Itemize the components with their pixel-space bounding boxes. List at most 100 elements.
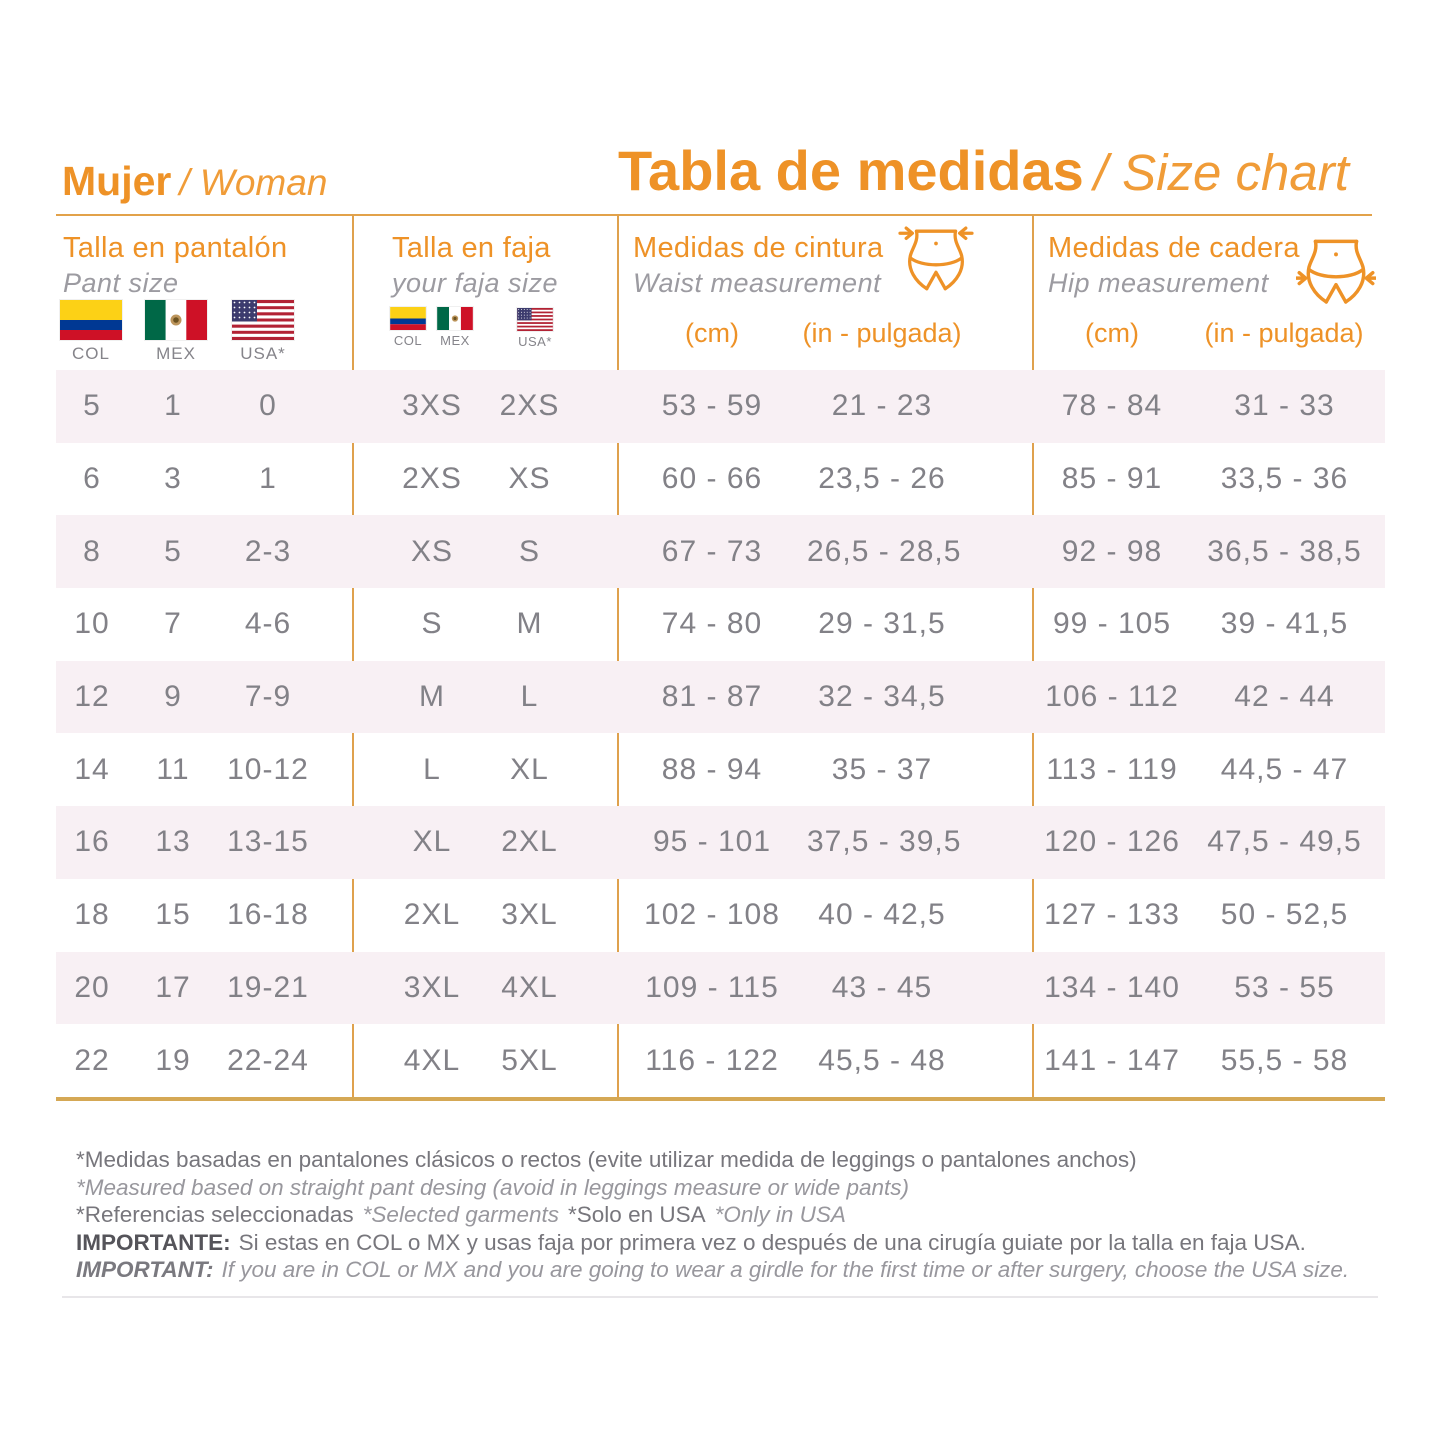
column-divider-3: [1032, 214, 1034, 1101]
pant-col-value: 16: [74, 825, 110, 859]
pant-usa-value: 10-12: [227, 752, 309, 786]
footnote-references-es: *Referencias seleccionadas: [76, 1202, 354, 1227]
table-row: 6 3 1 2XS XS 60 - 66 23,5 - 26 85 - 91 3…: [56, 443, 1385, 516]
waist-unit-cm: (cm): [685, 318, 739, 348]
pant-col-value: 8: [83, 534, 101, 568]
waist-cm-value: 109 - 115: [645, 970, 779, 1004]
hip-cm-value: 134 - 140: [1044, 970, 1180, 1004]
mexico-flag-icon: MEX: [145, 300, 207, 364]
waist-in-value: 45,5 - 48: [818, 1043, 946, 1077]
footnote-usa-only-es: *Solo en USA: [568, 1202, 706, 1227]
hip-cm-value: 85 - 91: [1061, 462, 1163, 496]
pant-size-title-es: Talla en pantalón: [63, 232, 288, 264]
hip-cm-value: 78 - 84: [1061, 389, 1163, 423]
pant-usa-value: 22-24: [227, 1043, 309, 1077]
flag-label: COL: [393, 333, 423, 348]
table-rows: 5 1 0 3XS 2XS 53 - 59 21 - 23 78 - 84 31…: [56, 370, 1385, 1097]
footnote-usa-only-en: *Only in USA: [714, 1202, 846, 1227]
title-woman: / Woman: [179, 162, 328, 203]
waist-in-value: 26,5 - 28,5: [807, 534, 962, 568]
footnote-measures-en: *Measured based on straight pant desing …: [76, 1174, 909, 1200]
faja-usa-value: 5XL: [501, 1043, 558, 1077]
table-row: 22 19 22-24 4XL 5XL 116 - 122 45,5 - 48 …: [56, 1024, 1385, 1097]
important-label-en: IMPORTANT:: [76, 1257, 214, 1282]
title-mujer: Mujer: [62, 158, 172, 204]
faja-colmex-value: 2XS: [402, 462, 462, 496]
table-row: 14 11 10-12 L XL 88 - 94 35 - 37 113 - 1…: [56, 733, 1385, 806]
faja-usa-value: 2XS: [499, 389, 560, 423]
important-text-es: Si estas en COL o MX y usas faja por pri…: [238, 1229, 1306, 1255]
page-title-woman: Mujer / Woman: [62, 158, 327, 205]
waist-cm-value: 95 - 101: [652, 825, 772, 859]
pant-mex-value: 17: [155, 970, 191, 1004]
title-size-chart: / Size chart: [1093, 144, 1349, 201]
pant-mex-value: 5: [164, 534, 182, 568]
header-hip-measurement: Medidas de cadera Hip measurement: [1048, 232, 1300, 299]
hip-measure-icon: [1294, 232, 1378, 325]
waist-cm-value: 102 - 108: [644, 898, 780, 932]
waist-in-value: 37,5 - 39,5: [807, 825, 962, 859]
pant-col-value: 6: [83, 462, 101, 496]
waist-cm-value: 88 - 94: [661, 752, 763, 786]
table-row: 18 15 16-18 2XL 3XL 102 - 108 40 - 42,5 …: [56, 879, 1385, 952]
faja-size-title-en: your faja size: [392, 268, 559, 298]
important-label-es: IMPORTANTE:: [76, 1229, 231, 1255]
pant-usa-value: 4-6: [244, 607, 292, 641]
hip-in-value: 50 - 52,5: [1220, 898, 1349, 932]
pant-mex-value: 11: [156, 752, 190, 786]
table-bottom-border: [56, 1097, 1385, 1101]
hip-title-en: Hip measurement: [1048, 268, 1269, 298]
pant-usa-value: 13-15: [227, 825, 309, 859]
faja-usa-value: XS: [508, 462, 551, 496]
faja-usa-value: L: [520, 680, 539, 714]
faja-usa-value: 4XL: [501, 970, 558, 1004]
pant-mex-value: 3: [164, 462, 182, 496]
pant-mex-value: 1: [164, 389, 182, 423]
pant-mex-value: 13: [155, 825, 191, 859]
hip-in-value: 36,5 - 38,5: [1207, 534, 1362, 568]
faja-size-title-es: Talla en faja: [392, 232, 551, 264]
header-waist-measurement: Medidas de cintura Waist measurement: [633, 232, 883, 299]
important-text-en: If you are in COL or MX and you are goin…: [221, 1257, 1350, 1282]
faja-usa-value: 3XL: [501, 898, 558, 932]
faja-colmex-value: 3XS: [402, 389, 462, 423]
hip-in-value: 55,5 - 58: [1220, 1043, 1349, 1077]
flag-label: USA*: [518, 334, 552, 349]
table-top-border: [56, 214, 1372, 216]
flag-label: MEX: [156, 344, 196, 363]
faja-colmex-value: 4XL: [403, 1043, 461, 1077]
table-row: 10 7 4-6 S M 74 - 80 29 - 31,5 99 - 105 …: [56, 588, 1385, 661]
faja-colmex-value: S: [421, 607, 443, 641]
faja-colmex-value: XS: [410, 534, 454, 568]
pant-usa-value: 2-3: [244, 534, 292, 568]
usa-flag-icon: USA*: [232, 300, 294, 364]
pant-usa-value: 1: [259, 462, 277, 496]
pant-usa-value: 16-18: [227, 898, 309, 932]
column-divider-1: [352, 214, 354, 1101]
waist-cm-value: 60 - 66: [661, 462, 763, 496]
pant-col-value: 20: [74, 970, 110, 1004]
faja-usa-value: S: [518, 534, 540, 568]
waist-in-value: 35 - 37: [831, 752, 933, 786]
faja-usa-value: XL: [510, 752, 549, 786]
column-divider-2: [617, 214, 619, 1101]
table-row: 16 13 13-15 XL 2XL 95 - 101 37,5 - 39,5 …: [56, 806, 1385, 879]
hip-unit-cm: (cm): [1085, 318, 1139, 348]
table-row: 20 17 19-21 3XL 4XL 109 - 115 43 - 45 13…: [56, 951, 1385, 1025]
hip-in-value: 39 - 41,5: [1220, 607, 1349, 641]
hip-in-value: 33,5 - 36: [1220, 462, 1349, 496]
pant-mex-value: 19: [155, 1043, 191, 1077]
table-row: 8 5 2-3 XS S 67 - 73 26,5 - 28,5 92 - 98…: [56, 515, 1385, 589]
pant-col-value: 14: [74, 752, 110, 786]
footnote-references-en: *Selected garments: [362, 1202, 560, 1227]
hip-cm-value: 99 - 105: [1052, 607, 1172, 641]
usa-flag-icon: USA*: [517, 308, 553, 349]
faja-usa-value: 2XL: [501, 825, 558, 859]
flag-label: COL: [72, 344, 110, 363]
faja-colmex-value: M: [419, 680, 445, 714]
pant-usa-value: 0: [259, 389, 277, 423]
hip-cm-value: 113 - 119: [1046, 752, 1178, 786]
pant-col-value: 10: [74, 607, 110, 641]
hip-cm-value: 127 - 133: [1044, 898, 1180, 932]
